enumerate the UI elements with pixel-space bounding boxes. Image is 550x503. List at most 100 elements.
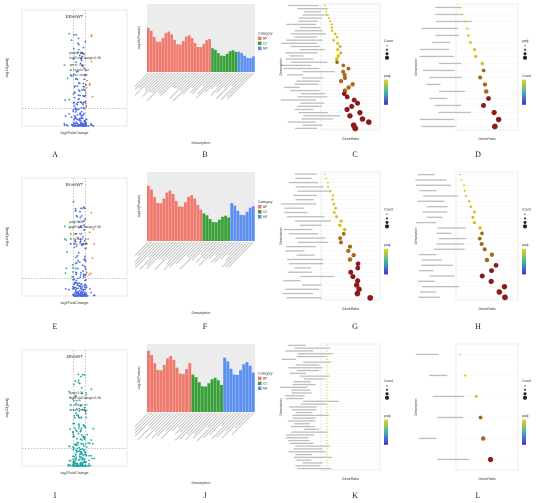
y-tick-label — [288, 344, 306, 346]
y-tick-label — [296, 459, 312, 461]
legend-title: Count — [384, 39, 393, 43]
data-point — [82, 423, 85, 426]
legend-size-key — [524, 385, 526, 387]
data-point — [347, 257, 353, 262]
y-tick-label — [419, 118, 455, 121]
data-point — [70, 123, 73, 126]
bar — [153, 197, 156, 241]
data-point — [69, 428, 71, 431]
data-point — [76, 261, 78, 264]
data-point — [85, 416, 87, 419]
x-tick-label — [135, 412, 153, 431]
panel-d: padj Count GeneRatio Description — [412, 0, 550, 148]
data-point — [68, 32, 71, 35]
x-tick-label — [203, 412, 229, 438]
data-point — [74, 289, 77, 292]
data-point — [326, 437, 328, 439]
bar — [248, 365, 252, 413]
data-point — [84, 288, 87, 291]
data-point — [80, 285, 82, 288]
y-tick-label — [280, 386, 308, 388]
data-point — [326, 440, 328, 442]
y-tick-label — [417, 200, 445, 202]
x-tick-label — [138, 72, 155, 89]
x-tick-label — [202, 72, 216, 87]
data-point — [83, 445, 85, 447]
data-point — [90, 35, 93, 38]
data-point — [72, 110, 75, 113]
x-tick-label — [160, 412, 188, 440]
y-tick-label — [295, 445, 330, 447]
x-tick-label — [211, 412, 238, 440]
y-tick-label — [297, 353, 334, 355]
legend-size-key — [386, 217, 388, 220]
y-tick-label — [303, 378, 325, 380]
y-tick-label — [286, 297, 322, 299]
data-point — [76, 125, 79, 127]
data-point — [339, 51, 343, 55]
data-point — [341, 69, 346, 74]
data-point — [79, 216, 82, 219]
data-point — [326, 364, 328, 366]
data-point — [464, 374, 467, 377]
data-point — [342, 75, 348, 81]
data-point — [69, 396, 72, 399]
data-point — [82, 435, 85, 438]
data-point — [80, 244, 83, 247]
x-tick-label — [135, 241, 162, 268]
bar — [153, 363, 157, 413]
data-point — [72, 383, 75, 386]
data-point — [342, 72, 347, 77]
x-tick-label — [202, 241, 220, 259]
y-tick-label — [419, 189, 437, 192]
x-tick-label — [216, 72, 243, 99]
legend-swatch — [258, 205, 262, 209]
legend-swatch — [258, 215, 262, 219]
data-point — [75, 33, 78, 36]
data-point — [480, 231, 484, 236]
data-point — [80, 453, 83, 456]
data-point — [326, 356, 328, 358]
data-point — [80, 427, 83, 430]
x-tick-label — [197, 72, 219, 95]
x-tick-label — [135, 72, 158, 96]
data-point — [80, 106, 83, 109]
data-point — [74, 465, 77, 467]
y-tick-label — [295, 465, 321, 467]
data-point — [350, 273, 356, 280]
x-tick-label — [135, 412, 156, 434]
legend-key — [69, 404, 72, 407]
data-point — [89, 465, 92, 467]
y-tick-label — [302, 14, 329, 16]
legend-key — [69, 232, 72, 235]
data-point — [77, 108, 80, 110]
y-tick-label — [286, 245, 316, 248]
bar — [190, 195, 193, 241]
y-tick-label — [300, 403, 328, 405]
legend-key — [69, 409, 72, 412]
y-axis-label: -log10(padj) — [5, 226, 9, 247]
bar — [231, 50, 235, 73]
bar — [214, 222, 218, 241]
y-tick-label — [296, 355, 327, 358]
data-point — [74, 107, 77, 109]
data-point — [367, 294, 374, 301]
y-tick-label — [290, 61, 328, 63]
panel-letter-i: I — [53, 491, 57, 500]
data-point — [326, 344, 328, 346]
y-tick-label — [421, 259, 442, 261]
data-point — [78, 410, 81, 412]
x-tick-label — [151, 412, 178, 439]
data-point — [65, 239, 68, 241]
bar — [239, 370, 242, 413]
x-tick-label — [198, 241, 223, 266]
y-tick-label — [418, 269, 434, 272]
data-point — [80, 434, 83, 436]
legend-key — [69, 74, 72, 77]
data-point — [90, 454, 93, 457]
panel-g: Count padj GeneRatio Description — [277, 168, 412, 318]
data-point — [338, 240, 343, 245]
y-tick-label — [285, 58, 314, 60]
y-tick-label — [421, 27, 459, 30]
